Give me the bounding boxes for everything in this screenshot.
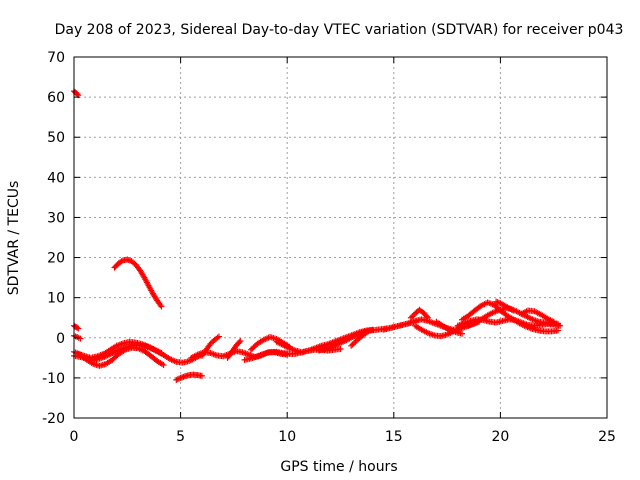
data-points [71,88,564,383]
data-point [77,335,84,342]
x-tick-label: 0 [70,429,79,445]
data-point [237,337,244,344]
data-point [198,372,205,379]
x-tick-label: 5 [176,429,185,445]
y-tick-label: 60 [47,90,65,106]
y-tick-label: 10 [47,291,65,307]
y-tick-label: 50 [47,130,65,146]
x-axis-label: GPS time / hours [280,459,397,475]
x-tick-label: 25 [598,429,616,445]
y-tick-label: 20 [47,251,65,267]
y-tick-label: 0 [56,331,65,347]
axes [73,56,608,419]
plot-frame [73,56,608,419]
data-point [459,330,466,337]
y-tick-label: 30 [47,210,65,226]
data-point [74,324,81,331]
data-point [158,350,165,357]
chart-title: Day 208 of 2023, Sidereal Day-to-day VTE… [55,22,624,38]
data-point [424,314,431,321]
data-point [158,303,165,310]
data-point [365,328,372,335]
data-point [74,91,81,98]
data-point [337,346,344,353]
data-point [554,320,561,327]
data-point [160,362,167,369]
data-point [550,318,557,325]
data-point [215,333,222,340]
data-point [423,313,430,320]
y-axis-ticks: -20 -10 0 10 20 30 40 50 60 70 [42,50,607,427]
x-tick-label: 15 [385,429,403,445]
y-tick-label: 70 [47,50,65,66]
data-point [236,339,243,346]
y-tick-label: 40 [47,170,65,186]
y-axis-label: SDTVAR / TECUs [6,181,22,296]
x-tick-label: 20 [491,429,509,445]
x-tick-label: 10 [278,429,296,445]
x-axis-ticks: 0 5 10 15 20 25 [70,57,616,445]
y-tick-label: -20 [42,411,65,427]
data-point [75,325,82,332]
data-point [554,327,561,334]
data-point [510,307,517,314]
y-tick-label: -10 [42,371,65,387]
